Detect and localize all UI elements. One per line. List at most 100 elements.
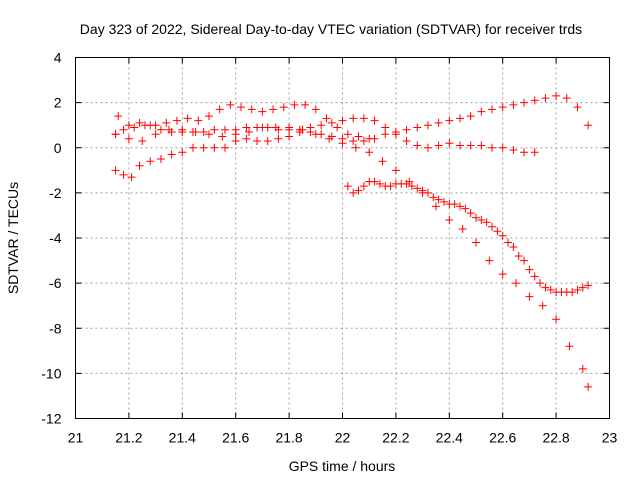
data-point xyxy=(525,265,534,274)
data-point xyxy=(434,141,443,150)
data-point xyxy=(423,143,432,152)
data-point xyxy=(135,161,144,170)
data-point xyxy=(498,103,507,112)
data-point xyxy=(306,123,315,132)
y-tick-label: 4 xyxy=(54,50,62,66)
data-point xyxy=(552,315,561,324)
data-point xyxy=(167,150,176,159)
data-point xyxy=(210,125,219,134)
data-point xyxy=(520,98,529,107)
data-point xyxy=(378,157,387,166)
data-point xyxy=(279,103,288,112)
data-point xyxy=(338,116,347,125)
data-point xyxy=(423,188,432,197)
data-point xyxy=(512,279,521,288)
data-point xyxy=(541,94,550,103)
y-axis-label: SDTVAR / TECUs xyxy=(5,182,21,294)
data-point xyxy=(188,143,197,152)
data-point xyxy=(354,132,363,141)
x-tick-label: 22.8 xyxy=(542,430,569,446)
data-point xyxy=(461,204,470,213)
data-marks xyxy=(111,91,593,391)
data-point xyxy=(327,118,336,127)
data-point xyxy=(546,285,555,294)
data-point xyxy=(258,107,267,116)
data-point xyxy=(226,100,235,109)
data-point xyxy=(541,283,550,292)
y-tick-label: -10 xyxy=(41,365,61,381)
data-point xyxy=(381,130,390,139)
data-point xyxy=(498,231,507,240)
data-point xyxy=(311,105,320,114)
data-point xyxy=(178,125,187,134)
data-point xyxy=(247,105,256,114)
data-point xyxy=(445,116,454,125)
data-point xyxy=(231,130,240,139)
data-point xyxy=(402,179,411,188)
data-point xyxy=(477,141,486,150)
data-point xyxy=(573,285,582,294)
data-point xyxy=(221,125,230,134)
data-point xyxy=(584,281,593,290)
data-point xyxy=(258,123,267,132)
data-point xyxy=(119,170,128,179)
data-point xyxy=(156,155,165,164)
data-point xyxy=(290,100,299,109)
data-point xyxy=(439,197,448,206)
data-point xyxy=(466,112,475,121)
data-point xyxy=(455,202,464,211)
x-tick-label: 22 xyxy=(335,430,351,446)
x-tick-label: 21.6 xyxy=(222,430,249,446)
data-point xyxy=(263,136,272,145)
data-point xyxy=(498,143,507,152)
data-point xyxy=(354,186,363,195)
data-point xyxy=(164,125,173,134)
data-point xyxy=(245,127,254,136)
data-point xyxy=(485,256,494,265)
data-point xyxy=(565,342,574,351)
data-point xyxy=(111,130,120,139)
x-axis-label: GPS time / hours xyxy=(289,458,396,474)
data-point xyxy=(178,148,187,157)
y-tick-label: -8 xyxy=(49,320,62,336)
y-tick-label: -4 xyxy=(49,230,62,246)
data-point xyxy=(338,139,347,148)
y-tick-label: 2 xyxy=(54,95,62,111)
data-point xyxy=(370,134,379,143)
data-point xyxy=(434,118,443,127)
data-point xyxy=(199,143,208,152)
data-point xyxy=(269,105,278,114)
axis-ticks xyxy=(75,57,610,419)
data-point xyxy=(285,132,294,141)
data-point xyxy=(413,123,422,132)
data-point xyxy=(205,130,213,139)
data-point xyxy=(343,130,352,139)
y-tick-label: 0 xyxy=(54,140,62,156)
y-tick-label: -6 xyxy=(49,275,62,291)
data-point xyxy=(210,143,219,152)
grid-layer xyxy=(75,57,610,419)
data-point xyxy=(111,166,120,175)
data-point xyxy=(413,141,422,150)
x-tick-label: 22.4 xyxy=(436,430,463,446)
series-arc-D xyxy=(111,123,593,391)
data-point xyxy=(274,134,283,143)
data-point xyxy=(359,114,368,123)
data-point xyxy=(488,143,497,152)
data-point xyxy=(488,105,497,114)
data-point xyxy=(472,213,480,222)
chart-title: Day 323 of 2022, Sidereal Day-to-day VTE… xyxy=(80,21,582,37)
data-point xyxy=(191,127,200,136)
data-point xyxy=(488,222,497,231)
data-point xyxy=(418,186,427,195)
data-point xyxy=(253,136,262,145)
data-point xyxy=(130,123,139,132)
x-tick-label: 22.6 xyxy=(489,430,516,446)
data-point xyxy=(568,288,577,297)
data-point xyxy=(450,200,459,209)
data-point xyxy=(333,123,342,132)
data-point xyxy=(509,243,518,252)
data-point xyxy=(349,114,358,123)
y-tick-label: -2 xyxy=(49,185,62,201)
